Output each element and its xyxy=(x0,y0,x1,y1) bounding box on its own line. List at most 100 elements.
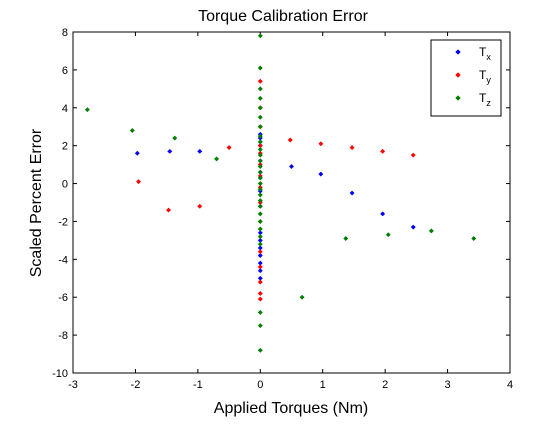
legend-marker-ty xyxy=(455,72,461,78)
legend-marker-tx xyxy=(455,49,461,55)
data-point-tz xyxy=(257,86,263,92)
legend-label-tx: Tx xyxy=(479,45,491,62)
data-point-tz xyxy=(257,65,263,71)
data-point-tz xyxy=(84,107,90,113)
data-point-tx xyxy=(134,150,140,156)
data-point-tz xyxy=(257,203,263,209)
data-point-tz xyxy=(257,186,263,192)
data-point-tz xyxy=(257,169,263,175)
data-point-ty xyxy=(380,148,386,154)
y-tick-label: 0 xyxy=(62,179,68,191)
data-point-tx xyxy=(197,148,203,154)
data-point-tz xyxy=(257,139,263,145)
x-tick-label: -2 xyxy=(131,379,141,391)
x-tick-label: 3 xyxy=(445,379,451,391)
data-point-tz xyxy=(257,146,263,153)
y-tick-label: 6 xyxy=(62,65,68,77)
y-tick-label: -4 xyxy=(58,254,68,266)
data-point-ty xyxy=(257,78,263,84)
data-point-ty xyxy=(318,141,324,147)
data-point-tz xyxy=(172,135,178,141)
legend-label-main: T xyxy=(479,45,487,59)
data-point-tz xyxy=(257,163,263,170)
data-point-tz xyxy=(257,226,263,232)
data-point-tz xyxy=(257,158,263,164)
series-tz xyxy=(84,33,477,353)
data-point-tz xyxy=(257,114,263,120)
data-point-tz xyxy=(257,124,263,130)
legend-label-tz: Tz xyxy=(479,91,491,108)
legend-label-main: T xyxy=(479,91,487,105)
data-point-tz xyxy=(428,228,434,234)
data-point-ty xyxy=(257,290,263,296)
y-axis-label: Scaled Percent Error xyxy=(28,128,45,277)
x-tick-label: -1 xyxy=(193,379,203,391)
data-point-tz xyxy=(257,211,263,217)
data-point-tz xyxy=(257,234,263,240)
x-tick-label: 1 xyxy=(320,379,326,391)
data-point-ty xyxy=(287,137,293,143)
legend-label-sub: x xyxy=(486,52,491,62)
y-tick-label: -10 xyxy=(52,368,68,380)
legend-label-sub: z xyxy=(486,98,491,108)
data-point-tx xyxy=(167,148,173,154)
data-point-tz xyxy=(257,95,263,101)
legend-label-main: T xyxy=(479,68,487,82)
y-tick-label: 2 xyxy=(62,141,68,153)
data-point-ty xyxy=(257,249,263,255)
data-point-tz xyxy=(257,347,263,353)
legend-label-ty: Ty xyxy=(479,68,491,85)
y-tick-label: 8 xyxy=(62,27,68,39)
data-point-tx xyxy=(257,268,263,274)
data-point-ty xyxy=(349,145,355,151)
data-point-tz xyxy=(257,175,263,181)
y-tick-labels: -10 -8 -6 -4 -2 0 2 4 6 8 xyxy=(52,27,68,380)
x-tick-labels: -3 -2 -1 0 1 2 3 4 xyxy=(68,379,513,391)
data-point-tz xyxy=(385,232,391,238)
data-point-ty xyxy=(257,296,263,302)
data-point-tz xyxy=(257,323,263,329)
y-tick-label: -2 xyxy=(58,216,68,228)
data-point-tx xyxy=(288,163,295,170)
data-point-tz xyxy=(214,156,220,162)
data-point-tz xyxy=(257,241,263,247)
x-tick-label: 4 xyxy=(507,379,513,391)
data-point-tz xyxy=(257,192,263,198)
data-point-ty xyxy=(165,207,172,213)
tick-marks xyxy=(72,31,511,374)
data-point-tz xyxy=(257,105,263,111)
data-points xyxy=(84,33,477,353)
x-axis-label: Applied Torques (Nm) xyxy=(214,400,368,417)
data-point-tz xyxy=(257,218,263,224)
legend-label-sub: y xyxy=(486,75,491,85)
data-point-tx xyxy=(380,211,386,217)
legend-box xyxy=(430,39,502,117)
data-point-ty xyxy=(410,152,416,158)
data-point-tx xyxy=(349,190,355,196)
data-point-tz xyxy=(257,33,263,39)
data-point-ty xyxy=(226,145,232,151)
data-point-ty xyxy=(135,179,142,185)
data-point-tz xyxy=(343,235,349,242)
y-tick-label: -8 xyxy=(58,330,68,342)
data-point-tz xyxy=(257,133,263,139)
x-tick-label: 2 xyxy=(382,379,388,391)
data-point-tz xyxy=(129,127,135,134)
y-tick-label: 4 xyxy=(62,103,68,115)
x-tick-label: 0 xyxy=(257,379,263,391)
legend-marker-tz xyxy=(455,95,461,101)
data-point-tz xyxy=(257,309,263,315)
data-point-tz xyxy=(257,181,263,187)
y-tick-label: -6 xyxy=(58,292,68,304)
data-point-ty xyxy=(197,203,203,209)
data-point-tz xyxy=(471,235,477,242)
chart-title: Torque Calibration Error xyxy=(198,8,369,25)
data-point-tx xyxy=(318,171,324,177)
data-point-tz xyxy=(257,198,263,204)
x-tick-label: -3 xyxy=(68,379,78,391)
data-point-tz xyxy=(257,152,263,158)
data-point-tx xyxy=(410,224,416,230)
